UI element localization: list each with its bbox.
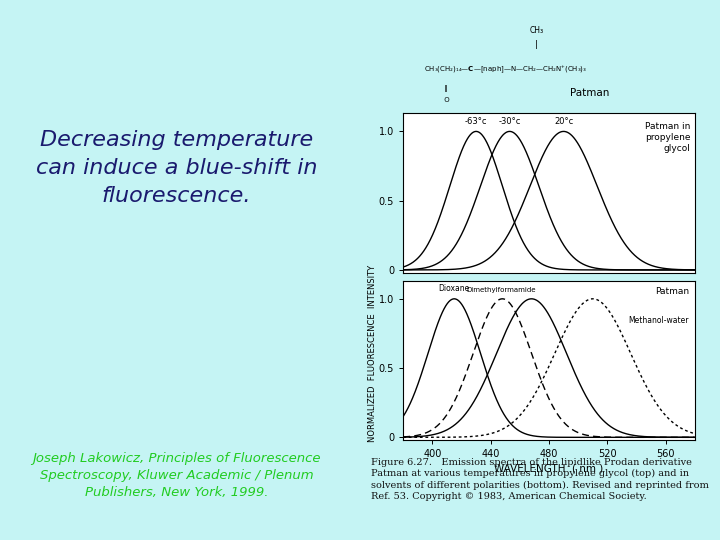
Text: -63°c: -63°c: [465, 117, 487, 126]
Text: ‖: ‖: [423, 85, 447, 92]
Text: CH₃(CH₂)₁₄—$\bf{C}$—[naph]—N—CH₂—CH₂N⁺(CH₃)₃: CH₃(CH₂)₁₄—$\bf{C}$—[naph]—N—CH₂—CH₂N⁺(C…: [423, 63, 587, 75]
Text: Dioxane: Dioxane: [438, 284, 470, 293]
Text: 20°c: 20°c: [554, 117, 573, 126]
X-axis label: WAVELENGTH  ( nm ): WAVELENGTH ( nm ): [495, 463, 603, 473]
Text: Joseph Lakowicz, Principles of Fluorescence
Spectroscopy, Kluwer Academic / Plen: Joseph Lakowicz, Principles of Fluoresce…: [32, 451, 320, 499]
Text: Dimethylformamide: Dimethylformamide: [466, 287, 536, 293]
Text: Patman in
propylene
glycol: Patman in propylene glycol: [645, 122, 690, 153]
Text: |: |: [535, 40, 538, 49]
Text: Figure 6.27.   Emission spectra of the lipidlike Prodan derivative Patman at var: Figure 6.27. Emission spectra of the lip…: [371, 457, 708, 501]
Text: -30°c: -30°c: [498, 117, 521, 126]
Text: Patman: Patman: [655, 287, 689, 296]
Text: O: O: [423, 97, 449, 103]
Text: Patman: Patman: [570, 89, 609, 98]
Text: Methanol-water: Methanol-water: [629, 316, 689, 325]
Text: Decreasing temperature
can induce a blue-shift in
fluorescence.: Decreasing temperature can induce a blue…: [36, 131, 317, 206]
Text: CH₃: CH₃: [529, 26, 544, 35]
Text: NORMALIZED  FLUORESCENCE  INTENSITY: NORMALIZED FLUORESCENCE INTENSITY: [369, 265, 377, 442]
